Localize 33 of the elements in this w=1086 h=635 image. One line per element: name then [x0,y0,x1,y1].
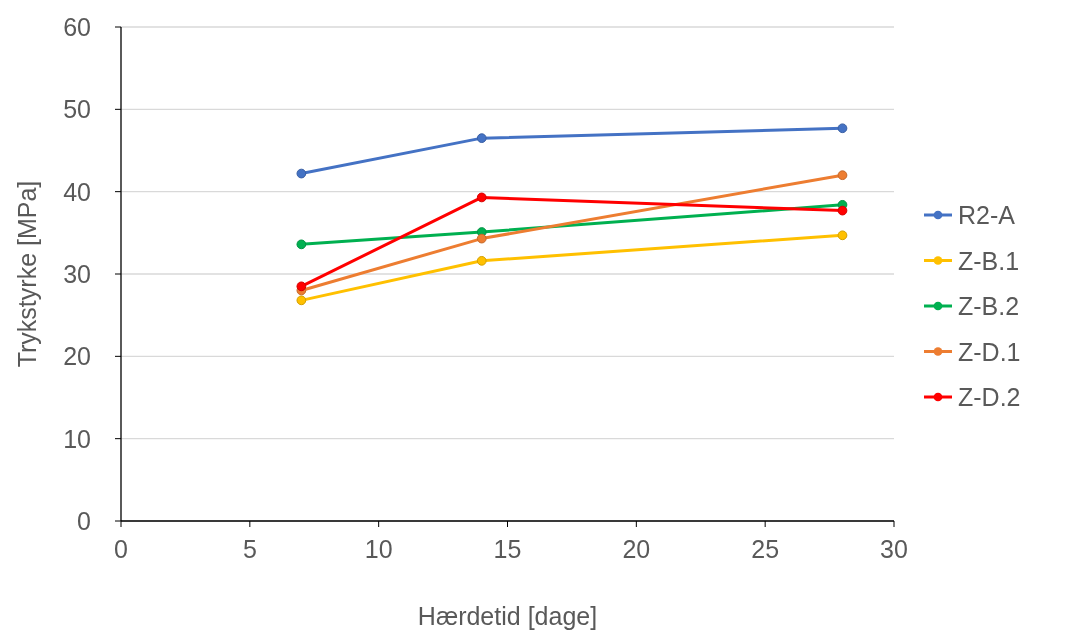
point [296,281,307,292]
legend-label: Z-D.2 [958,383,1021,411]
point [296,295,307,306]
point [476,192,487,203]
point [296,239,307,250]
y-tick-label: 50 [63,95,91,124]
point [837,230,848,241]
y-tick-label: 30 [63,260,91,288]
x-tick-label: 25 [751,535,780,563]
legend-label: R2-A [958,201,1016,229]
x-tick-label: 5 [242,535,257,563]
x-axis-title: Hærdetid [dage] [417,602,598,630]
y-axis-title: Trykstyrke [MPa] [13,180,41,368]
point [837,123,848,134]
point [476,133,487,144]
point [296,168,307,179]
x-tick-label: 10 [364,535,393,563]
point [837,170,848,181]
point [476,233,487,244]
x-tick-label: 0 [114,535,128,563]
x-tick-label: 30 [880,535,908,563]
y-tick-label: 10 [63,424,91,453]
legend-label: Z-D.1 [958,337,1021,366]
x-tick-label: 15 [493,535,522,563]
y-tick-label: 0 [77,507,91,535]
y-tick-label: 60 [63,13,91,41]
point [837,205,848,216]
legend-label: Z-B.1 [958,246,1020,275]
legend-label: Z-B.2 [958,292,1020,320]
x-tick-label: 20 [622,535,651,563]
point [476,255,487,266]
y-tick-label: 20 [63,342,91,371]
y-tick-label: 40 [63,177,91,206]
